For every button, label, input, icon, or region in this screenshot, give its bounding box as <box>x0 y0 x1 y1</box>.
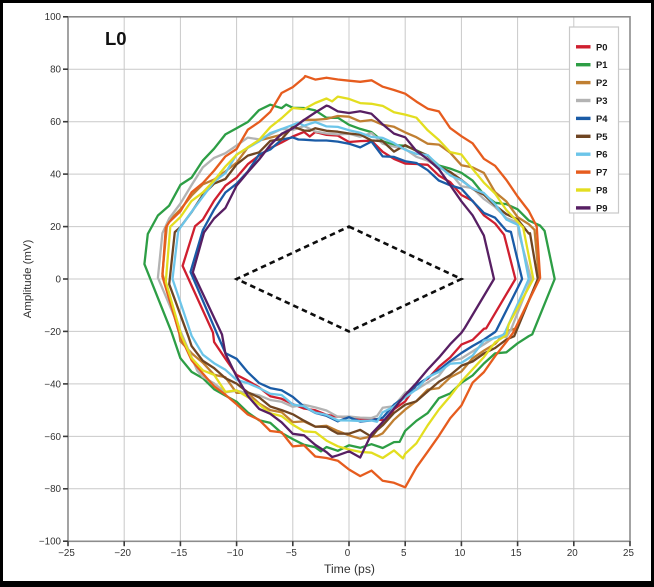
svg-text:−10: −10 <box>227 548 244 559</box>
svg-text:−25: −25 <box>58 548 75 559</box>
svg-text:−20: −20 <box>114 548 131 559</box>
svg-text:0: 0 <box>345 548 351 559</box>
svg-text:P1: P1 <box>596 59 607 70</box>
svg-text:−60: −60 <box>44 432 61 443</box>
svg-text:−40: −40 <box>44 379 61 390</box>
svg-text:80: 80 <box>50 65 61 76</box>
svg-text:60: 60 <box>50 117 61 128</box>
svg-text:10: 10 <box>454 548 465 559</box>
svg-text:Amplitude (mV): Amplitude (mV) <box>22 240 34 319</box>
svg-text:P6: P6 <box>596 149 607 160</box>
svg-text:P0: P0 <box>596 41 607 52</box>
svg-text:−80: −80 <box>44 484 61 495</box>
svg-text:15: 15 <box>511 548 522 559</box>
svg-text:100: 100 <box>45 12 62 23</box>
svg-text:25: 25 <box>623 548 634 559</box>
svg-text:L0: L0 <box>105 28 127 49</box>
svg-text:20: 20 <box>50 222 61 233</box>
svg-text:5: 5 <box>401 548 407 559</box>
svg-text:P7: P7 <box>596 167 607 178</box>
svg-text:0: 0 <box>56 274 62 285</box>
svg-text:P5: P5 <box>596 131 607 142</box>
svg-text:20: 20 <box>567 548 578 559</box>
svg-text:P9: P9 <box>596 202 607 213</box>
svg-text:−5: −5 <box>286 548 298 559</box>
svg-text:P3: P3 <box>596 95 607 106</box>
svg-text:−15: −15 <box>171 548 188 559</box>
svg-text:−20: −20 <box>44 327 61 338</box>
svg-text:P8: P8 <box>596 185 607 196</box>
svg-text:P4: P4 <box>596 113 608 124</box>
svg-text:−100: −100 <box>39 537 62 548</box>
svg-text:40: 40 <box>50 170 61 181</box>
svg-text:Time (ps): Time (ps) <box>324 562 375 576</box>
svg-text:P2: P2 <box>596 77 607 88</box>
